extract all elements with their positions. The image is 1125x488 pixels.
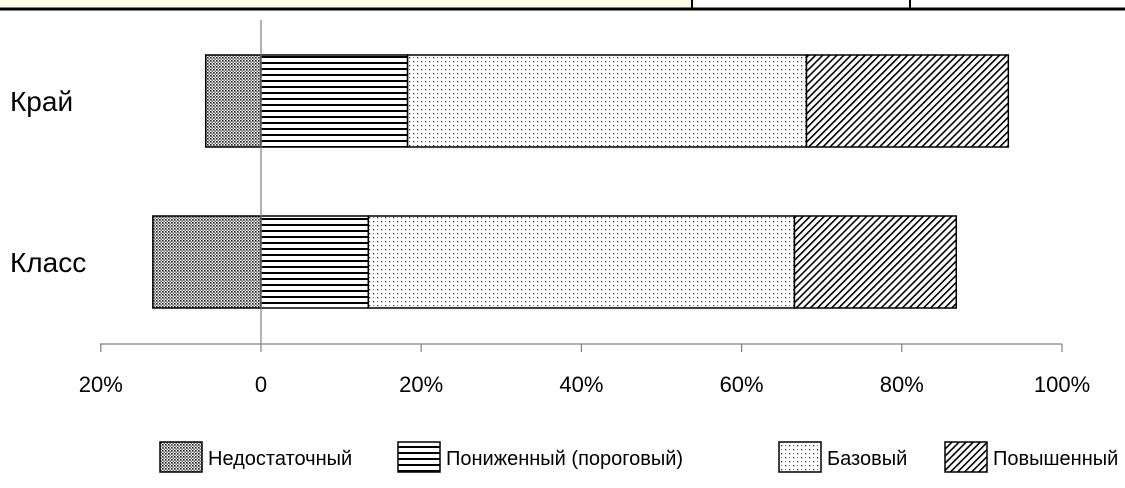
bars-layer: Край Класс <box>10 54 1010 309</box>
legend-swatch <box>778 441 822 473</box>
header-strip <box>0 0 1125 11</box>
bar-segment-3-1 <box>406 54 808 148</box>
x-tick-label: 40% <box>559 372 603 397</box>
bar-segment-1-2 <box>152 215 262 309</box>
legend-swatch <box>944 441 988 473</box>
category-label: Класс <box>10 247 86 278</box>
bar-segment-4-2 <box>793 215 958 309</box>
legend: Недостаточный Пониженный (пороговый) Базов… <box>159 441 1118 473</box>
bar-segment-1-1 <box>204 54 262 148</box>
header-highlight-cell <box>0 0 692 8</box>
x-tick-label: 100% <box>1034 372 1090 397</box>
legend-label: Пониженный (пороговый) <box>446 448 683 470</box>
category-label: Край <box>10 86 73 117</box>
x-tick-label: 20% <box>399 372 443 397</box>
legend-label: Повышенный <box>993 448 1118 470</box>
bar-segment-2-2 <box>260 215 370 309</box>
x-tick-label: 0 <box>255 372 267 397</box>
axis-layer: 20% 0 20% 40% 60% 80% 100% <box>79 20 1090 397</box>
bar-segment-3-2 <box>367 215 796 309</box>
legend-swatch <box>397 441 441 473</box>
bar-segment-4-1 <box>805 54 1010 148</box>
x-tick-label: 20% <box>79 372 123 397</box>
x-tick-label: 60% <box>720 372 764 397</box>
legend-swatch <box>159 441 203 473</box>
x-tick-label: 80% <box>880 372 924 397</box>
legend-label: Базовый <box>827 448 907 470</box>
legend-label: Недостаточный <box>208 448 352 470</box>
bar-segment-2-1 <box>260 54 409 148</box>
